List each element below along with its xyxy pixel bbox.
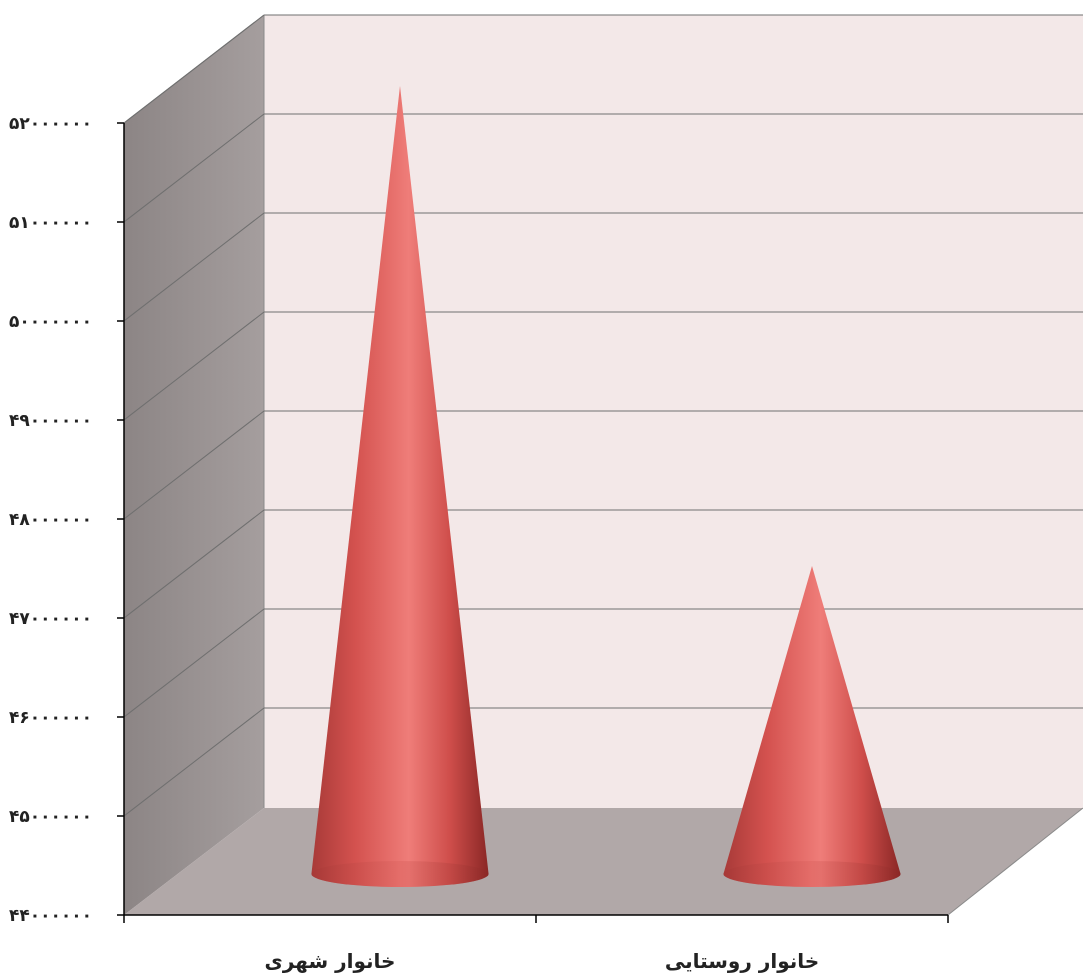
y-tick-label: ۴۶۰۰۰۰۰۰ — [9, 708, 92, 728]
cone-bar — [311, 85, 489, 887]
y-tick-label: ۵۱۰۰۰۰۰۰ — [9, 213, 92, 233]
floor-front-edge — [947, 807, 1083, 916]
y-tick-label: ۴۴۰۰۰۰۰۰ — [9, 906, 92, 926]
side-gridline — [123, 509, 265, 619]
x-category-label: خانوار روستایی — [665, 949, 819, 973]
side-gridline — [123, 410, 265, 520]
y-tick-label: ۴۵۰۰۰۰۰۰ — [9, 807, 92, 827]
side-gridline — [123, 311, 265, 421]
y-tick-label: ۵۲۰۰۰۰۰۰ — [9, 114, 92, 134]
x-category-label: خانوار شهری — [265, 949, 396, 973]
side-gridline — [123, 608, 265, 718]
plot-area — [123, 14, 1083, 916]
x-axis-ticks: خانوار شهری خانوار روستایی — [123, 915, 949, 973]
side-gridline — [123, 212, 265, 322]
side-gridline — [123, 707, 265, 817]
cone-series — [311, 85, 901, 887]
y-tick-label: ۴۸۰۰۰۰۰۰ — [9, 510, 92, 530]
side-gridline — [123, 14, 265, 124]
side-gridline — [123, 113, 265, 223]
cone-base — [311, 861, 489, 887]
floor — [124, 808, 1083, 915]
y-axis-ticks: ۴۴۰۰۰۰۰۰ ۴۵۰۰۰۰۰۰ ۴۶۰۰۰۰۰۰ ۴۷۰۰۰۰۰۰ ۴۸۰۰۰۰۰۰… — [9, 114, 124, 926]
y-tick-label: ۵۰۰۰۰۰۰۰ — [9, 312, 92, 332]
cone-base — [723, 861, 901, 887]
cone-bar — [723, 565, 901, 887]
y-tick-label: ۴۷۰۰۰۰۰۰ — [9, 609, 92, 629]
y-tick-label: ۴۹۰۰۰۰۰۰ — [9, 411, 92, 431]
